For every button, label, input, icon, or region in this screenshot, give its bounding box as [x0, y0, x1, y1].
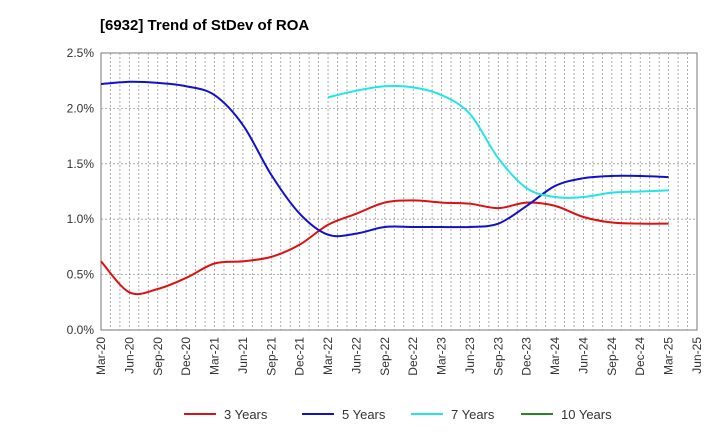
y-tick-label: 2.5%	[67, 46, 95, 60]
y-axis-ticks: 0.0% 0.5% 1.0% 1.5% 2.0% 2.5%	[67, 46, 95, 337]
y-tick-label: 1.0%	[67, 212, 95, 226]
grid-lines	[101, 53, 697, 330]
series-line-7-years	[327, 84, 669, 199]
x-tick-label: Dec-24	[633, 337, 647, 376]
x-tick-label: Sep-24	[605, 337, 619, 376]
series-line-5-years	[100, 80, 669, 238]
legend-label-7-years: 7 Years	[451, 407, 495, 422]
x-tick-label: Dec-22	[406, 337, 420, 376]
x-tick-label: Mar-24	[548, 337, 562, 375]
x-tick-label: Sep-21	[264, 337, 278, 376]
series-line-3-years	[100, 199, 669, 296]
y-tick-label: 0.5%	[67, 268, 95, 282]
chart-title: [6932] Trend of StDev of ROA	[100, 17, 309, 34]
x-tick-label: Mar-23	[435, 337, 449, 375]
legend: 3 Years 5 Years 7 Years 10 Years	[184, 407, 612, 422]
x-tick-label: Jun-23	[463, 337, 477, 374]
x-tick-label: Mar-25	[662, 337, 676, 375]
x-tick-label: Jun-25	[690, 337, 704, 374]
x-tick-label: Mar-20	[94, 337, 108, 375]
x-tick-label: Dec-23	[520, 337, 534, 376]
x-tick-label: Sep-23	[491, 337, 505, 376]
y-tick-label: 1.5%	[67, 157, 95, 171]
x-tick-label: Dec-20	[179, 337, 193, 376]
series-lines	[100, 80, 669, 296]
x-tick-label: Jun-22	[349, 337, 363, 374]
plot-area	[100, 52, 698, 331]
x-tick-label: Sep-20	[151, 337, 165, 376]
y-tick-label: 2.0%	[67, 101, 95, 115]
legend-label-10-years: 10 Years	[561, 407, 612, 422]
x-tick-label: Sep-22	[378, 337, 392, 376]
x-tick-label: Mar-22	[321, 337, 335, 375]
legend-label-3-years: 3 Years	[224, 407, 268, 422]
legend-label-5-years: 5 Years	[342, 407, 386, 422]
plot-frame	[100, 52, 698, 331]
x-tick-label: Jun-20	[122, 337, 136, 374]
x-axis-ticks: Mar-20 Jun-20 Sep-20 Dec-20 Mar-21 Jun-21 Sep-…	[94, 337, 704, 376]
y-tick-label: 0.0%	[67, 323, 95, 337]
x-tick-label: Jun-24	[576, 337, 590, 374]
x-tick-label: Jun-21	[236, 337, 250, 374]
x-tick-label: Dec-21	[293, 337, 307, 376]
x-tick-label: Mar-21	[208, 337, 222, 375]
